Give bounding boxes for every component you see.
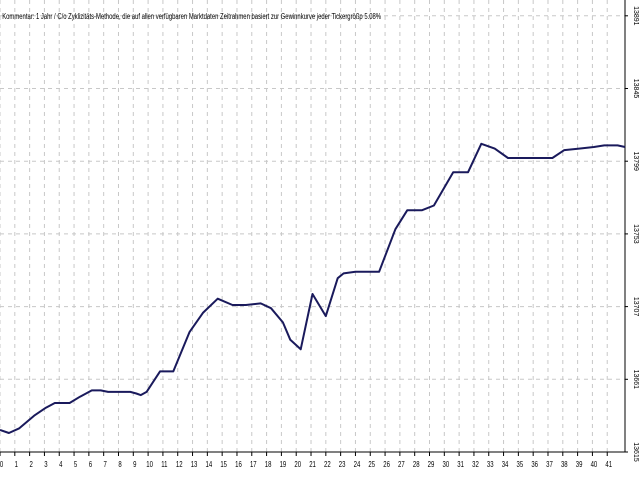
x-tick-label: 33 — [487, 461, 494, 469]
x-tick-label: 7 — [104, 461, 107, 469]
x-tick-label: 36 — [531, 461, 538, 469]
x-tick-label: 22 — [324, 461, 331, 469]
x-axis-ticks: 0 1 2 3 4 5 6 7 8 9 10 11 12 13 14 15 16 17 18 19 20 21 22 23 24… — [0, 452, 612, 469]
x-tick-label: 11 — [161, 461, 167, 469]
x-tick-label: 37 — [546, 461, 553, 469]
y-tick-label: 13799 — [632, 151, 639, 171]
x-tick-label: 40 — [591, 461, 598, 469]
y-tick-label: 13615 — [632, 442, 639, 462]
x-tick-label: 32 — [472, 461, 479, 469]
y-tick-label: 13845 — [632, 79, 639, 99]
x-tick-label: 6 — [89, 461, 92, 469]
x-tick-label: 20 — [294, 461, 301, 469]
y-tick-label: 13661 — [632, 370, 639, 390]
x-tick-label: 16 — [235, 461, 242, 469]
x-tick-label: 5 — [74, 461, 77, 469]
series-layer — [0, 142, 626, 434]
x-tick-label: 12 — [176, 461, 183, 469]
x-tick-label: 14 — [206, 461, 213, 469]
y-tick-label: 13707 — [632, 297, 639, 317]
x-tick-label: 25 — [368, 461, 375, 469]
x-tick-label: 23 — [339, 461, 346, 469]
series-line — [0, 142, 626, 434]
x-tick-label: 0 — [0, 461, 3, 469]
x-tick-label: 1 — [15, 461, 18, 469]
x-tick-label: 30 — [442, 461, 449, 469]
x-tick-label: 8 — [118, 461, 121, 469]
x-tick-label: 39 — [576, 461, 583, 469]
x-tick-label: 31 — [457, 461, 464, 469]
x-tick-label: 2 — [29, 461, 32, 469]
y-axis-ticks: 13615 13661 13707 13753 13799 13845 13891 — [625, 6, 639, 462]
x-tick-label: 35 — [517, 461, 524, 469]
x-tick-label: 19 — [280, 461, 287, 469]
x-tick-label: 29 — [428, 461, 435, 469]
x-tick-label: 27 — [398, 461, 405, 469]
x-tick-label: 10 — [146, 461, 153, 469]
chart-title: Kommentar: 1 Jahr / C/o Zyklizitäts-Meth… — [2, 13, 381, 21]
x-tick-label: 17 — [250, 461, 257, 469]
grid — [0, 0, 626, 453]
x-tick-label: 13 — [191, 461, 198, 469]
x-tick-label: 38 — [561, 461, 568, 469]
y-tick-label: 13891 — [632, 6, 639, 26]
x-tick-label: 21 — [309, 461, 316, 469]
x-tick-label: 24 — [354, 461, 361, 469]
x-tick-label: 3 — [44, 461, 47, 469]
x-tick-label: 15 — [220, 461, 227, 469]
y-tick-label: 13753 — [632, 224, 639, 244]
x-tick-label: 34 — [502, 461, 509, 469]
x-tick-label: 4 — [59, 461, 62, 469]
x-tick-label: 41 — [605, 461, 612, 469]
x-tick-label: 28 — [413, 461, 420, 469]
x-tick-label: 18 — [265, 461, 272, 469]
x-tick-label: 26 — [383, 461, 390, 469]
x-tick-label: 9 — [133, 461, 136, 469]
